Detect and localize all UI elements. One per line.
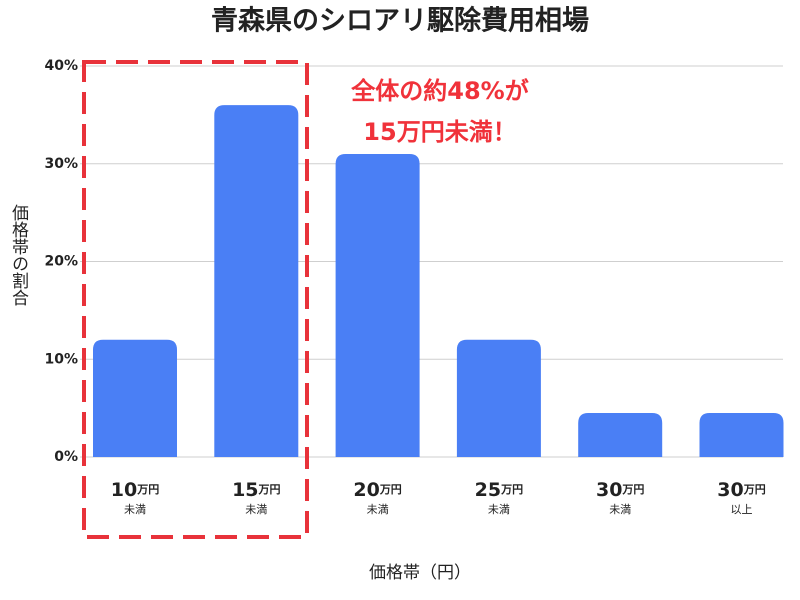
x-tick-sublabel: 未満 <box>609 503 631 516</box>
x-tick-unit: 万円 <box>136 483 159 496</box>
x-tick-sublabel: 未満 <box>488 503 510 516</box>
y-axis-label: 価格帯の割合 <box>8 204 29 306</box>
x-axis-label: 価格帯（円） <box>369 563 471 583</box>
highlight-box <box>82 60 309 539</box>
chart-title: 青森県のシロアリ駆除費用相場 <box>211 5 589 37</box>
x-tick-unit: 万円 <box>621 483 644 496</box>
x-tick-number: 10 <box>111 479 137 501</box>
x-tick-number: 30 <box>717 479 743 501</box>
x-tick-unit: 万円 <box>743 483 766 496</box>
bar <box>214 105 299 457</box>
x-tick-number: 20 <box>353 479 379 501</box>
y-tick-label: 0% <box>54 449 78 465</box>
x-tick-unit: 万円 <box>258 483 281 496</box>
bar <box>456 339 541 457</box>
bar <box>335 153 420 457</box>
x-tick-label: 30万円 <box>596 479 644 501</box>
x-tick-number: 25 <box>475 479 501 501</box>
x-tick-unit: 万円 <box>379 483 402 496</box>
x-tick-unit: 万円 <box>500 483 523 496</box>
bar <box>93 339 177 457</box>
bar <box>699 413 784 457</box>
x-tick-sublabel: 未満 <box>124 503 146 516</box>
x-tick-label: 10万円 <box>111 479 159 501</box>
x-tick-sublabel: 未満 <box>245 503 267 516</box>
y-tick-label: 20% <box>44 254 78 270</box>
x-tick-number: 15 <box>232 479 258 501</box>
y-tick-label: 10% <box>44 351 78 367</box>
bar <box>578 413 663 457</box>
x-tick-label: 20万円 <box>353 479 401 501</box>
x-tick-sublabel: 以上 <box>731 503 753 516</box>
y-tick-label: 30% <box>44 156 78 172</box>
annotation: 全体の約48%が <box>350 77 528 105</box>
x-tick-sublabel: 未満 <box>367 503 389 516</box>
y-tick-label: 40% <box>44 58 78 74</box>
x-tick-label: 25万円 <box>475 479 523 501</box>
annotation: 15万円未満！ <box>363 118 516 146</box>
x-tick-label: 15万円 <box>232 479 280 501</box>
x-tick-number: 30 <box>596 479 622 501</box>
x-tick-label: 30万円 <box>717 479 765 501</box>
